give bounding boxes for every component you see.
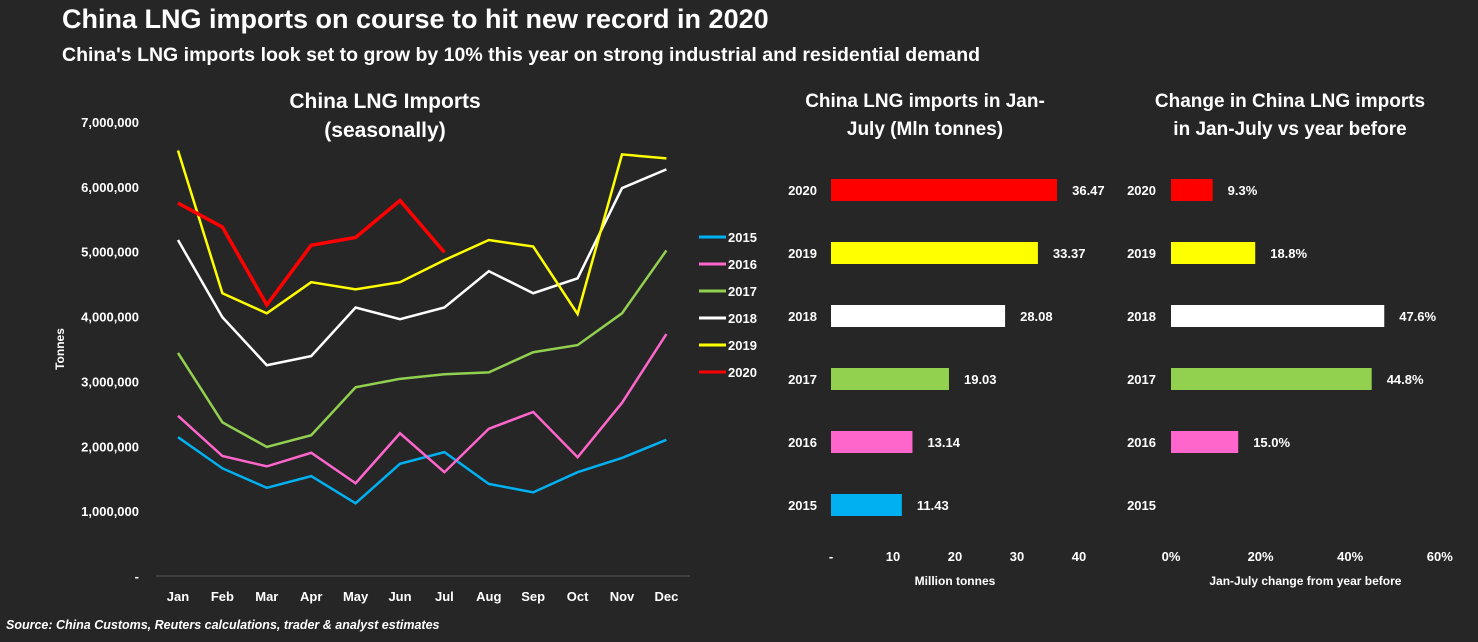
legend-label-2020: 2020 bbox=[728, 365, 757, 380]
series-line-2016 bbox=[177, 333, 668, 485]
imports-bar-category-label: 2018 bbox=[788, 309, 817, 324]
imports-bar-x-tick-label: 10 bbox=[886, 549, 900, 564]
change-bar-category-label: 2020 bbox=[1127, 183, 1156, 198]
legend-label-2017: 2017 bbox=[728, 284, 757, 299]
source-note: Source: China Customs, Reuters calculati… bbox=[6, 618, 440, 632]
legend-label-2015: 2015 bbox=[728, 230, 757, 245]
change-bar-x-axis-label: Jan-July change from year before bbox=[1209, 574, 1401, 588]
imports-bar-bar-2015 bbox=[831, 494, 902, 516]
imports-bar-category-label: 2020 bbox=[788, 183, 817, 198]
series-line-2018 bbox=[176, 168, 667, 367]
imports-bar-x-tick-label: 40 bbox=[1072, 549, 1086, 564]
series-line-2020 bbox=[177, 198, 446, 309]
x-tick-label: Jul bbox=[435, 589, 454, 604]
x-tick-label: May bbox=[343, 589, 369, 604]
x-tick-label: Apr bbox=[300, 589, 322, 604]
x-tick-label: Jan bbox=[167, 589, 189, 604]
x-tick-label: Feb bbox=[211, 589, 234, 604]
change-bar-category-label: 2018 bbox=[1127, 309, 1156, 324]
imports-bar-category-label: 2016 bbox=[788, 435, 817, 450]
imports-bar-bar-2019 bbox=[831, 242, 1038, 264]
y-axis-label: Tonnes bbox=[53, 328, 67, 370]
x-tick-label: Nov bbox=[610, 589, 635, 604]
imports-bar-value-label: 11.43 bbox=[917, 498, 949, 513]
change-bar-x-tick-label: 0% bbox=[1162, 549, 1181, 564]
imports-bar-x-tick-label: - bbox=[829, 549, 833, 564]
y-tick-label: 1,000,000 bbox=[81, 504, 139, 519]
x-tick-label: Aug bbox=[476, 589, 501, 604]
y-tick-label: 4,000,000 bbox=[81, 310, 139, 325]
y-tick-label: 7,000,000 bbox=[81, 115, 139, 130]
change-bar-category-label: 2017 bbox=[1127, 372, 1156, 387]
change-bar-value-label: 18.8% bbox=[1270, 246, 1307, 261]
line-chart-title: (seasonally) bbox=[324, 119, 445, 142]
y-tick-label: - bbox=[135, 569, 139, 584]
x-tick-label: Sep bbox=[521, 589, 545, 604]
page-title: China LNG imports on course to hit new r… bbox=[62, 4, 769, 34]
imports-bar-title: China LNG imports in Jan- bbox=[805, 91, 1045, 112]
change-bar-bar-2018 bbox=[1171, 305, 1385, 327]
legend-label-2019: 2019 bbox=[728, 338, 757, 353]
imports-bar-value-label: 13.14 bbox=[927, 435, 960, 450]
imports-bar-value-label: 33.37 bbox=[1053, 246, 1086, 261]
change-bar-bar-2016 bbox=[1171, 431, 1239, 453]
x-tick-label: Oct bbox=[567, 589, 589, 604]
x-tick-label: Mar bbox=[255, 589, 278, 604]
change-bar-bar-2020 bbox=[1171, 179, 1213, 201]
line-chart-title: China LNG Imports bbox=[289, 90, 480, 113]
x-tick-label: Jun bbox=[388, 589, 411, 604]
change-bar-category-label: 2016 bbox=[1127, 435, 1156, 450]
imports-bar-category-label: 2017 bbox=[788, 372, 817, 387]
imports-bar-bar-2020 bbox=[831, 179, 1058, 201]
change-bar-value-label: 15.0% bbox=[1253, 435, 1290, 450]
imports-bar-x-tick-label: 20 bbox=[948, 549, 962, 564]
legend-label-2018: 2018 bbox=[728, 311, 757, 326]
imports-bar-x-axis-label: Million tonnes bbox=[915, 574, 996, 588]
change-bar-category-label: 2019 bbox=[1127, 246, 1156, 261]
change-bar-title: Change in China LNG imports bbox=[1155, 91, 1425, 112]
imports-bar-category-label: 2015 bbox=[788, 498, 817, 513]
change-bar-x-tick-label: 20% bbox=[1248, 549, 1274, 564]
imports-bar-value-label: 19.03 bbox=[964, 372, 997, 387]
imports-bar-value-label: 28.08 bbox=[1020, 309, 1053, 324]
imports-bar-bar-2018 bbox=[831, 305, 1006, 327]
legend-label-2016: 2016 bbox=[728, 257, 757, 272]
x-tick-label: Dec bbox=[654, 589, 678, 604]
change-bar-title: in Jan-July vs year before bbox=[1173, 119, 1406, 140]
change-bar-value-label: 9.3% bbox=[1228, 183, 1258, 198]
y-tick-label: 5,000,000 bbox=[81, 245, 139, 260]
series-line-2017 bbox=[176, 249, 668, 449]
y-tick-label: 6,000,000 bbox=[81, 180, 139, 195]
change-bar-bar-2019 bbox=[1171, 242, 1256, 264]
page-subtitle: China's LNG imports look set to grow by … bbox=[62, 44, 981, 66]
series-line-2019 bbox=[176, 150, 667, 317]
change-bar-value-label: 47.6% bbox=[1399, 309, 1436, 324]
imports-bar-value-label: 36.47 bbox=[1072, 183, 1105, 198]
imports-bar-category-label: 2019 bbox=[788, 246, 817, 261]
change-bar-category-label: 2015 bbox=[1127, 498, 1156, 513]
y-tick-label: 2,000,000 bbox=[81, 439, 139, 454]
imports-bar-bar-2017 bbox=[831, 368, 949, 390]
change-bar-bar-2017 bbox=[1171, 368, 1372, 390]
change-bar-value-label: 44.8% bbox=[1387, 372, 1424, 387]
change-bar-x-tick-label: 60% bbox=[1427, 549, 1453, 564]
series-line-2015 bbox=[177, 436, 667, 505]
change-bar-x-tick-label: 40% bbox=[1337, 549, 1363, 564]
imports-bar-title: July (Mln tonnes) bbox=[847, 119, 1003, 140]
imports-bar-x-tick-label: 30 bbox=[1010, 549, 1024, 564]
y-tick-label: 3,000,000 bbox=[81, 374, 139, 389]
imports-bar-bar-2016 bbox=[831, 431, 913, 453]
